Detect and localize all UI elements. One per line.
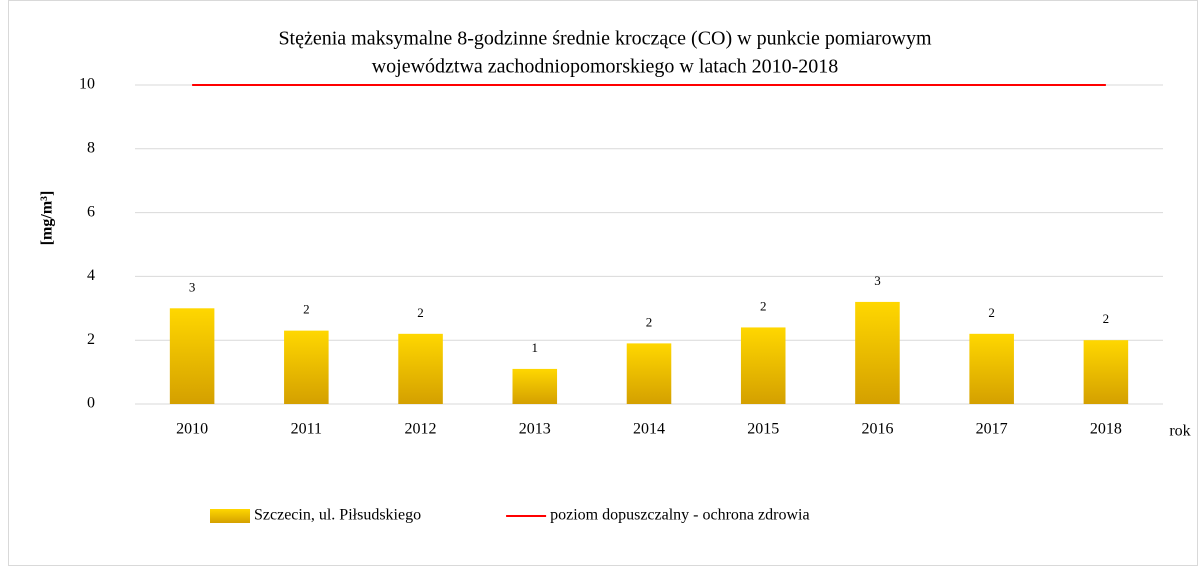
bar bbox=[626, 343, 672, 404]
legend-swatch bbox=[210, 509, 250, 523]
x-tick-label: 2011 bbox=[291, 421, 322, 438]
x-tick-label: 2014 bbox=[633, 421, 665, 438]
chart-title: województwa zachodniopomorskiego w latac… bbox=[372, 56, 839, 78]
data-label: 3 bbox=[189, 279, 196, 294]
data-label: 2 bbox=[303, 302, 310, 317]
y-axis-label: [mg/m³] bbox=[39, 191, 56, 246]
y-tick-label: 4 bbox=[87, 267, 95, 284]
y-tick-label: 8 bbox=[87, 139, 95, 156]
x-tick-label: 2018 bbox=[1090, 421, 1122, 438]
x-tick-label: 2017 bbox=[976, 421, 1008, 438]
data-label: 2 bbox=[417, 305, 424, 320]
bar bbox=[855, 301, 900, 404]
y-tick-label: 10 bbox=[79, 76, 95, 93]
x-tick-label: 2016 bbox=[861, 421, 893, 438]
data-label: 2 bbox=[988, 305, 995, 320]
x-tick-label: 2013 bbox=[519, 421, 551, 438]
chart-title: Stężenia maksymalne 8-godzinne średnie k… bbox=[278, 28, 932, 50]
bar bbox=[512, 368, 558, 404]
bar bbox=[398, 333, 443, 404]
legend-label: Szczecin, ul. Piłsudskiego bbox=[254, 507, 421, 524]
x-tick-label: 2010 bbox=[176, 421, 208, 438]
data-label: 3 bbox=[874, 273, 881, 288]
x-axis-label: rok bbox=[1169, 423, 1190, 440]
y-tick-label: 2 bbox=[87, 331, 95, 348]
y-tick-label: 0 bbox=[87, 395, 95, 412]
y-tick-label: 6 bbox=[87, 203, 95, 220]
x-tick-label: 2012 bbox=[405, 421, 437, 438]
data-label: 2 bbox=[646, 314, 653, 329]
data-label: 1 bbox=[532, 340, 539, 355]
bar bbox=[169, 308, 215, 404]
data-label: 2 bbox=[1103, 311, 1110, 326]
bar bbox=[284, 330, 329, 404]
x-tick-label: 2015 bbox=[747, 421, 779, 438]
legend-label: poziom dopuszczalny - ochrona zdrowia bbox=[550, 507, 809, 524]
bar bbox=[740, 327, 786, 404]
bar bbox=[1083, 340, 1129, 404]
data-label: 2 bbox=[760, 298, 767, 313]
bar bbox=[969, 333, 1014, 404]
